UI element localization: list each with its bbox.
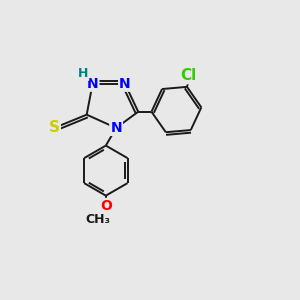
Text: N: N	[110, 121, 122, 135]
Text: O: O	[100, 199, 112, 213]
Text: H: H	[78, 67, 88, 80]
Text: N: N	[119, 77, 131, 91]
Text: N: N	[87, 77, 98, 91]
Text: S: S	[49, 120, 60, 135]
Text: Cl: Cl	[180, 68, 196, 83]
Text: CH₃: CH₃	[85, 213, 110, 226]
